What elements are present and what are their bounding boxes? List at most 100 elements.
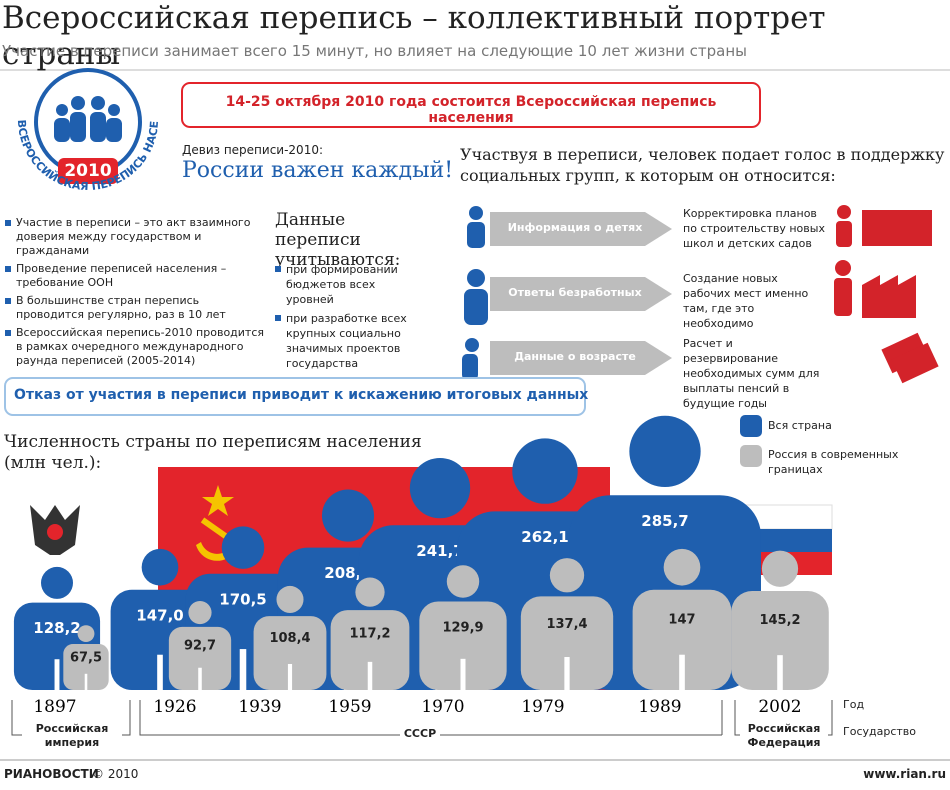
usage-item: при разработке всех крупных социально зн… [275,311,415,371]
figures: 128,2147,0170,5208,8241,7262,1285,767,59… [13,415,829,690]
figure-head [321,489,375,542]
figure-head [41,566,73,599]
result: Расчет и резервирование необходимых сумм… [683,337,820,410]
figure-head [663,548,701,586]
value-label: 145,2 [759,613,800,628]
year-label: 1979 [521,697,564,717]
banner-box [181,82,761,128]
result: Создание новых рабочих мест именно там, … [683,272,809,330]
person-figure [330,577,410,690]
group-icons [462,206,488,380]
value-label: 147 [668,612,695,627]
value-label: 262,1 [521,528,568,546]
person-figure [419,565,507,690]
axis-label: Год [843,698,865,711]
person-figure [253,585,327,690]
figure-legs-gap [287,663,293,690]
value-label: 147,0 [136,606,183,624]
state-label: Российская империя [22,722,122,750]
value-label: 137,4 [546,617,587,632]
figure-legs-gap [239,649,247,690]
year-label: 2002 [758,697,801,717]
year-label: 1897 [33,697,76,717]
figure-head [141,548,179,586]
eagle [30,505,80,555]
person-figure [63,625,109,690]
state-label: СССР [400,727,440,740]
copyright: © 2010 [92,767,139,781]
year-label: 1939 [238,697,281,717]
person-figure [731,550,829,690]
logo-year: 2010 [64,161,112,181]
arrow-label: Ответы безработных [508,286,642,299]
figure-legs-gap [460,658,466,690]
figure-head [221,526,265,569]
value-label: 170,5 [219,590,266,608]
figure-body [253,616,327,690]
figure-legs-gap [157,654,163,690]
fact: Участие в переписи – это акт взаимного д… [5,216,267,258]
url: www.rian.ru [863,767,946,781]
legend-label: Россия в современных границах [768,448,899,476]
figure-head [446,565,480,598]
value-label: 92,7 [184,638,216,653]
figure-legs-gap [84,673,88,690]
value-label: 67,5 [70,650,102,665]
value-label: 129,9 [442,621,483,636]
motto: России важен каждый! [182,158,454,183]
legend-label: Вся страна [768,419,832,432]
figure-legs-gap [54,659,60,690]
usage-title: Данные переписи учитываются: [275,210,401,270]
usage-item: при формировании бюджетов всех уровней [275,262,415,307]
person-figure [520,558,614,690]
value-label: 285,7 [641,512,688,530]
year-label: 1989 [638,697,681,717]
figure-legs-gap [367,661,373,690]
motto-label: Девиз переписи-2010: [182,143,324,157]
figure-head [629,415,701,488]
figure-head [512,438,578,504]
usage-list: при формировании бюджетов всех уровней п… [275,262,415,375]
person-figure [632,548,732,690]
brand: РИАНОВОСТИ [4,767,99,781]
arrows [490,212,672,375]
figure-legs-gap [564,657,570,690]
figure-legs-gap [777,655,783,690]
figure-body [330,610,410,690]
value-label: 117,2 [349,627,390,642]
fact: Проведение переписей населения – требова… [5,262,267,290]
arrow-label: Информация о детях [507,221,643,234]
warning-box [4,377,586,416]
figure-body [168,626,232,690]
figure-legs-gap [198,667,202,690]
value-label: 108,4 [269,631,310,646]
census-title: Численность страны по переписям населени… [4,432,422,452]
result: Корректировка планов по строительству но… [683,207,825,250]
year-label: 1959 [328,697,371,717]
fact: Всероссийская перепись-2010 проводится в… [5,326,267,368]
legend-swatch [740,415,762,437]
logo [34,68,142,184]
value-label: 241,7 [416,542,463,560]
figure-head [188,601,212,625]
year-label: 1970 [421,697,464,717]
subtitle: Участие в переписи занимает всего 15 мин… [2,42,747,60]
fact: В большинстве стран перепись проводится … [5,294,267,322]
ussr-emblem [196,485,234,561]
legend-swatch [740,445,762,467]
facts: Участие в переписи – это акт взаимного д… [5,216,267,372]
figure-head [276,585,304,613]
figure-head [549,558,585,593]
result-icons [834,205,939,384]
figure-head [761,550,799,587]
figure-body [731,591,829,690]
figure-head [409,457,471,519]
figure-body [632,589,732,690]
census-title: (млн чел.): [4,453,102,473]
arrow-label: Данные о возрасте [514,350,636,363]
figure-head [355,577,385,607]
title: Всероссийская перепись – коллективный по… [2,0,826,72]
person-figure [168,601,232,690]
